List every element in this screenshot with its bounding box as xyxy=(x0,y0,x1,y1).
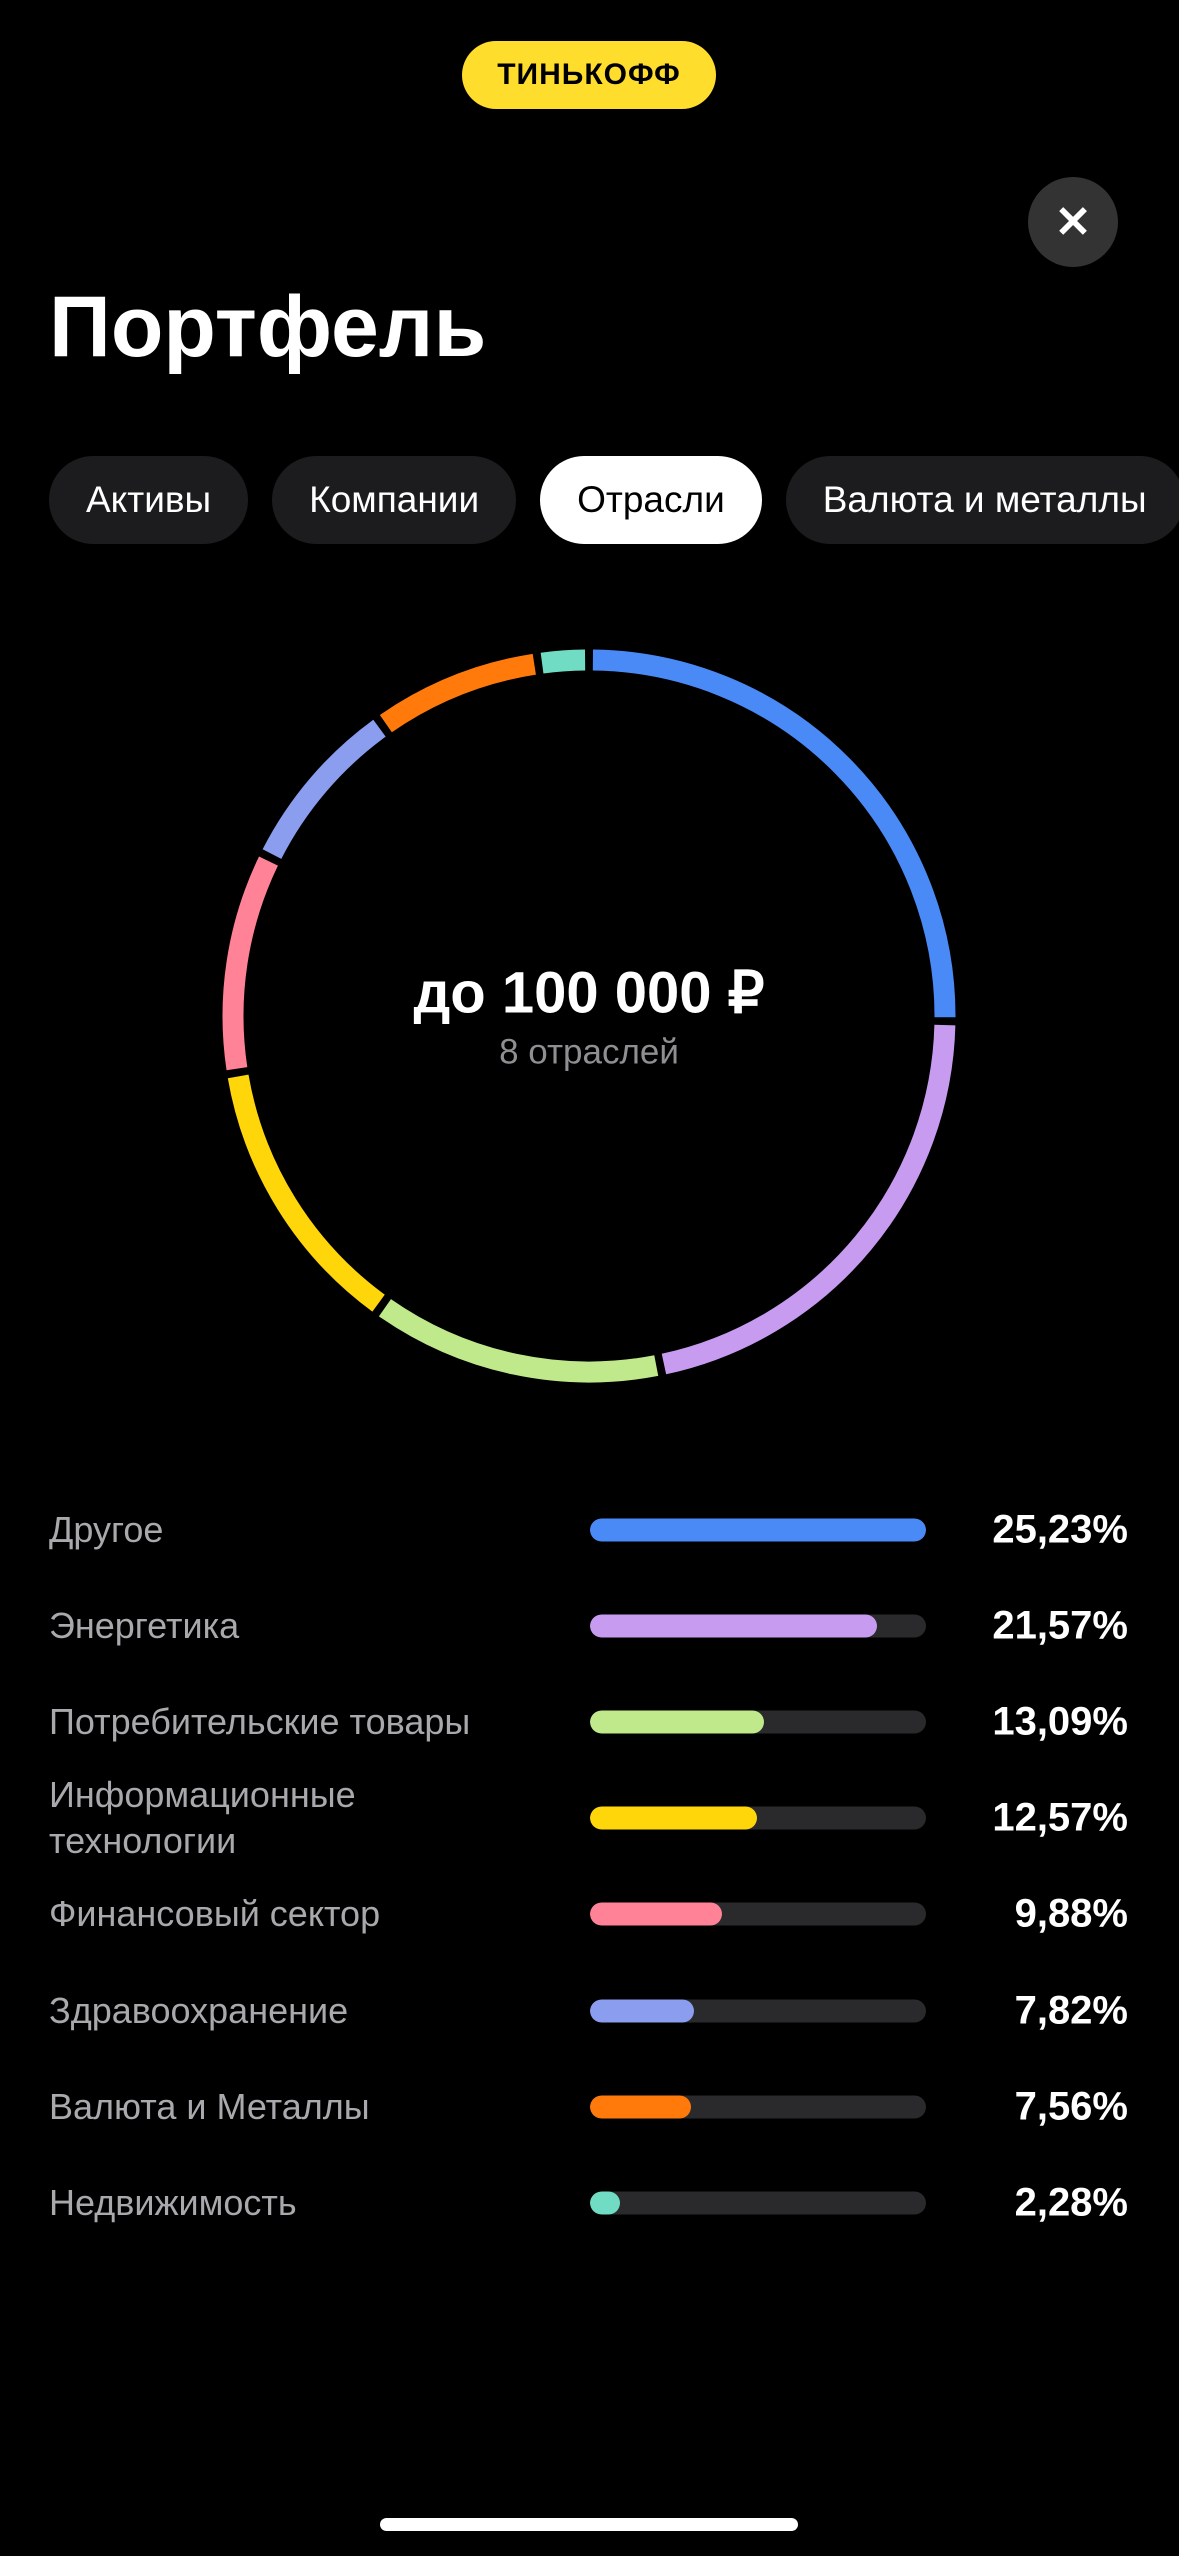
category-label: Финансовый сектор xyxy=(49,1893,381,1935)
chart-center-subtitle: 8 отраслей xyxy=(499,1032,679,1071)
bar xyxy=(590,2191,621,2215)
category-label: Здравоохранение xyxy=(49,1989,349,2031)
bar xyxy=(590,1999,695,2022)
category-label: Валюта и Металлы xyxy=(49,2085,370,2127)
category-label: Недвижимость xyxy=(49,2181,297,2223)
category-label: Другое xyxy=(49,1509,164,1550)
tab[interactable]: Компании xyxy=(272,456,517,544)
bar xyxy=(590,1806,758,1830)
close-button[interactable]: ✕ xyxy=(1028,177,1118,267)
value-label: 13,09% xyxy=(992,1699,1128,1744)
value-label: 9,88% xyxy=(1014,1891,1128,1936)
donut-segment xyxy=(661,1024,956,1375)
page-title: Портфель xyxy=(49,279,487,375)
bar-track xyxy=(590,1518,926,1542)
tab[interactable]: Активы xyxy=(49,456,249,544)
bar-track xyxy=(590,1710,926,1734)
bar-track xyxy=(590,1614,926,1638)
category-label: Энергетика xyxy=(49,1605,240,1647)
donut-segment xyxy=(379,653,536,733)
value-label: 21,57% xyxy=(992,1603,1128,1648)
donut-segment xyxy=(592,649,956,1018)
bar xyxy=(590,2095,691,2119)
value-label: 2,28% xyxy=(1014,2180,1128,2225)
bar-track xyxy=(590,1806,926,1830)
tab[interactable]: Отрасли xyxy=(540,456,762,544)
bar-track xyxy=(590,1999,926,2022)
bar-track xyxy=(590,2191,926,2215)
value-label: 12,57% xyxy=(992,1795,1128,1840)
logo: ТИНЬКОФФ xyxy=(462,41,716,109)
value-label: 25,23% xyxy=(992,1507,1128,1552)
donut-segment xyxy=(222,856,278,1071)
value-label: 7,82% xyxy=(1014,1988,1128,2032)
home-indicator xyxy=(380,2518,798,2531)
donut-segment xyxy=(262,719,386,859)
value-label: 7,56% xyxy=(1014,2084,1128,2129)
tab[interactable]: Валюта и металлы xyxy=(785,456,1179,544)
donut-segment xyxy=(227,1074,385,1312)
bar xyxy=(590,1614,878,1638)
tabs: Активы Компании Отрасли Валюта и металлы xyxy=(49,456,1179,544)
bar-track xyxy=(590,1902,926,1926)
category-label: Потребительские товары xyxy=(49,1701,471,1743)
donut-segment xyxy=(378,1299,659,1383)
donut-segment xyxy=(540,649,586,674)
chart-center-title: до 100 000 ₽ xyxy=(413,960,764,1025)
bar xyxy=(590,1710,765,1734)
bar-track xyxy=(590,2095,926,2119)
bar xyxy=(590,1902,722,1926)
category-label: Информационные технологии xyxy=(49,1774,356,1862)
bar xyxy=(590,1518,926,1542)
